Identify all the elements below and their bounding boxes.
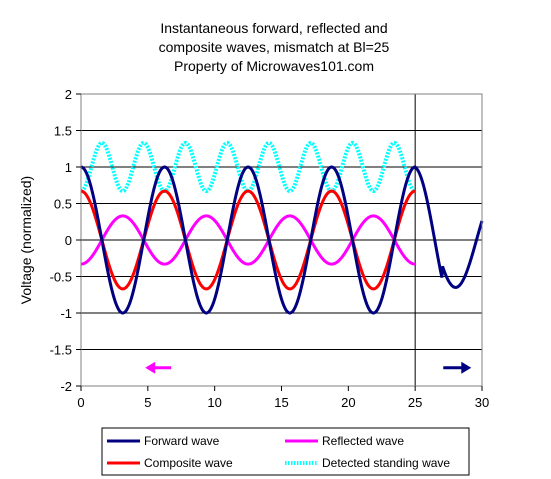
y-tick-label: 2 — [65, 87, 72, 102]
chart-title-line-3: Property of Microwaves101.com — [174, 58, 374, 74]
y-tick-label: -1 — [60, 306, 72, 321]
series-line-forward-wave — [80, 165, 484, 315]
legend-label-forward-wave: Forward wave — [144, 434, 220, 448]
x-tick-label: 25 — [408, 395, 422, 410]
y-tick-label: -2 — [60, 379, 72, 394]
legend-item-forward-wave: Forward wave — [107, 434, 220, 448]
legend-item-composite-wave: Composite wave — [107, 456, 233, 470]
y-tick-label: -1.5 — [50, 343, 72, 358]
series-line-detected-standing-wave — [80, 140, 416, 194]
chart-title-line-2: composite waves, mismatch at Bl=25 — [159, 39, 390, 55]
legend-item-reflected-wave: Reflected wave — [285, 434, 404, 448]
x-tick-label: 10 — [207, 395, 221, 410]
y-axis-ticks: 2 1.5 1 0.5 0 -0.5 -1 -1.5 -2 — [50, 87, 81, 394]
legend-label-detected-standing-wave: Detected standing wave — [322, 456, 450, 470]
series-group — [80, 140, 484, 315]
x-tick-label: 0 — [77, 395, 84, 410]
series-line-composite-wave — [80, 189, 416, 291]
x-tick-label: 20 — [341, 395, 355, 410]
y-tick-label: 1.5 — [54, 124, 72, 139]
x-tick-label: 30 — [475, 395, 489, 410]
forward-direction-arrow — [443, 361, 472, 374]
legend-label-composite-wave: Composite wave — [144, 456, 233, 470]
y-tick-label: -0.5 — [50, 270, 72, 285]
direction-arrows — [145, 361, 472, 374]
legend-label-reflected-wave: Reflected wave — [322, 434, 404, 448]
chart-title: Instantaneous forward, reflected and com… — [159, 20, 390, 74]
chart-title-line-1: Instantaneous forward, reflected and — [160, 20, 387, 36]
y-tick-label: 1 — [65, 160, 72, 175]
y-tick-label: 0.5 — [54, 197, 72, 212]
legend-box — [101, 427, 470, 476]
y-tick-label: 0 — [65, 233, 72, 248]
series-line-reflected-wave — [80, 214, 416, 266]
reflected-direction-arrow — [145, 361, 172, 374]
legend: Forward wave Reflected wave Composite wa… — [101, 427, 470, 476]
x-tick-label: 15 — [274, 395, 288, 410]
x-axis-ticks: 0 5 10 15 20 25 30 — [77, 386, 489, 410]
y-axis-title: Voltage (normalized) — [18, 176, 34, 304]
legend-item-detected-standing-wave: Detected standing wave — [285, 456, 450, 470]
x-tick-label: 5 — [144, 395, 151, 410]
